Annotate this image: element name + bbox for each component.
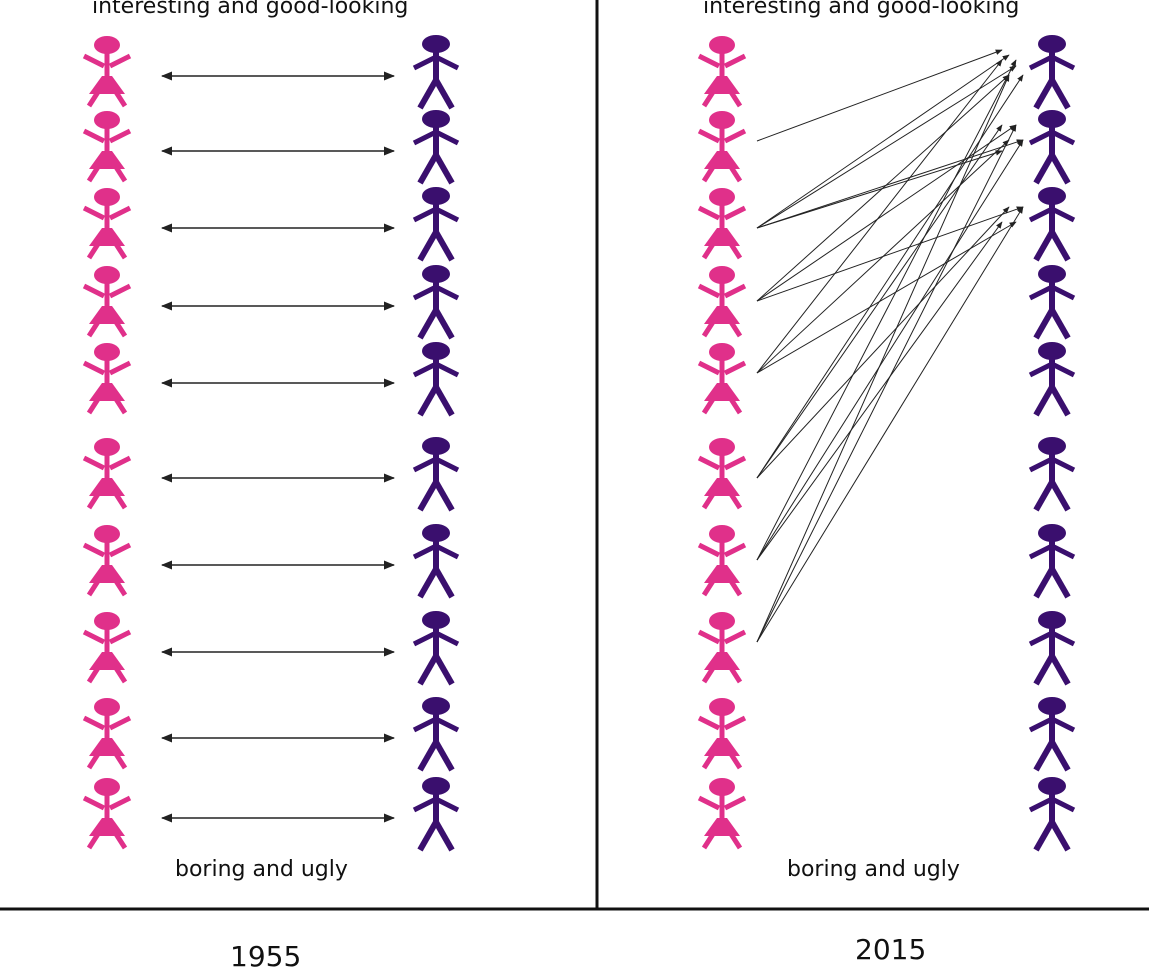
bottom-label-2015: boring and ugly	[787, 857, 960, 882]
arrows-1955	[160, 71, 396, 823]
male-figure-icon	[412, 611, 460, 686]
male-figure-icon	[1028, 777, 1076, 852]
bottom-label-1955: boring and ugly	[175, 857, 348, 882]
arrows-2015	[756, 49, 1024, 643]
attraction-arrow	[756, 124, 1017, 302]
female-figure-icon	[697, 525, 747, 597]
attraction-arrow	[756, 139, 1010, 374]
male-figure-icon	[1028, 611, 1076, 686]
attraction-arrow	[756, 74, 1010, 302]
male-figure-icon	[412, 697, 460, 772]
attraction-arrow	[756, 206, 1010, 479]
attraction-arrow	[756, 139, 1024, 229]
female-figure-icon	[82, 778, 132, 850]
male-figure-icon	[412, 342, 460, 417]
attraction-arrow	[756, 59, 1003, 374]
female-figure-icon	[82, 343, 132, 415]
attraction-arrow	[756, 150, 1003, 229]
male-figure-icon	[412, 524, 460, 599]
female-figure-icon	[82, 438, 132, 510]
attraction-arrow	[756, 49, 1003, 142]
female-figure-icon	[82, 612, 132, 684]
female-figure-icon	[697, 438, 747, 510]
attraction-arrow	[756, 139, 1024, 561]
male-figure-icon	[1028, 524, 1076, 599]
year-label-1955: 1955	[230, 940, 302, 973]
male-figure-icon	[1028, 697, 1076, 772]
male-figure-icon	[1028, 187, 1076, 262]
male-figure-icon	[412, 110, 460, 185]
female-figure-icon	[697, 188, 747, 260]
year-label-2015: 2015	[855, 933, 927, 966]
female-figure-icon	[697, 778, 747, 850]
attraction-arrow	[756, 59, 1017, 561]
male-figure-icon	[1028, 110, 1076, 185]
male-figure-icon	[412, 437, 460, 512]
female-figure-icon	[697, 698, 747, 770]
attraction-arrow	[756, 54, 1010, 229]
female-figure-icon	[82, 266, 132, 338]
panel-1955	[82, 35, 460, 852]
female-figure-icon	[82, 698, 132, 770]
male-figure-icon	[412, 265, 460, 340]
attraction-arrow	[756, 221, 1003, 561]
attraction-arrow	[756, 206, 1024, 643]
attraction-arrow	[756, 65, 1017, 229]
top-label-2015: interesting and good-looking	[703, 0, 1020, 19]
female-figure-icon	[82, 36, 132, 108]
attraction-arrow	[756, 221, 1017, 374]
female-figure-icon	[82, 188, 132, 260]
panel-dividers	[0, 0, 1149, 911]
male-figure-icon	[412, 187, 460, 262]
attraction-arrow	[756, 74, 1024, 479]
male-figure-icon	[1028, 265, 1076, 340]
male-figure-icon	[1028, 437, 1076, 512]
female-figure-icon	[697, 36, 747, 108]
female-figure-icon	[697, 266, 747, 338]
attraction-arrow	[756, 206, 1024, 302]
attraction-arrow	[756, 74, 1010, 643]
male-figure-icon	[1028, 342, 1076, 417]
female-figure-icon	[82, 111, 132, 183]
female-figure-icon	[697, 343, 747, 415]
female-figure-icon	[697, 111, 747, 183]
male-figure-icon	[1028, 35, 1076, 110]
male-figure-icon	[412, 777, 460, 852]
attraction-arrow	[756, 124, 1017, 643]
top-label-1955: interesting and good-looking	[92, 0, 409, 19]
male-figure-icon	[412, 35, 460, 110]
female-figure-icon	[697, 612, 747, 684]
panel-2015	[697, 35, 1076, 852]
female-figure-icon	[82, 525, 132, 597]
